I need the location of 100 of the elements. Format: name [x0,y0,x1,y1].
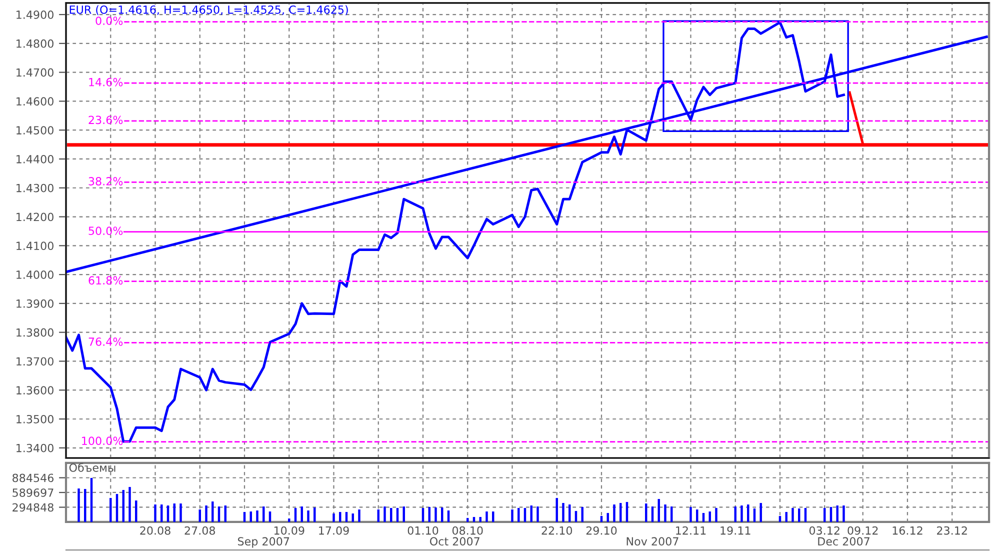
bar [842,505,845,522]
bar [173,503,176,522]
x-tick-label: 10.09 [274,526,304,535]
ref-line-label: 100.0% [82,436,123,446]
bar [581,506,584,522]
bar [530,505,532,522]
bar [613,504,616,522]
bar [518,508,520,522]
y-tick-label: 1.3500 [16,414,54,424]
bar [670,506,673,522]
bar [256,510,258,522]
bar [135,500,138,522]
x2-tick-label: Oct 2007 [430,537,480,546]
bar [486,511,488,522]
bar [428,506,430,522]
bar [785,512,788,522]
y-tick-label: 1.3900 [16,299,54,308]
bar [556,498,558,522]
bar [402,506,405,522]
y-tick-label: 1.4900 [16,10,54,19]
bar [479,516,482,522]
bar [746,504,750,522]
bar [110,498,112,522]
bar [314,507,316,522]
bar [760,502,762,522]
bar [154,504,156,522]
bar [690,506,692,522]
bar [511,509,514,522]
y-tick-label: 1.4400 [16,154,54,164]
bar [422,508,424,522]
bar [390,508,392,522]
bar [90,478,93,522]
bar [122,490,124,522]
bar [218,506,220,522]
y-tick-label: 294848 [12,503,54,512]
x-tick-label: 20.08 [140,526,170,535]
bar [224,505,226,522]
y-tick-label: 1.4700 [16,68,54,77]
y-tick-label: 1.4600 [16,97,54,106]
bar [823,508,826,522]
y-tick-label: 589697 [12,488,54,497]
bar [536,506,539,522]
x2-tick-label: Dec 2007 [818,537,870,546]
x-tick-label: 03.12 [809,526,840,535]
bar [574,510,578,522]
bar [160,504,163,522]
ref-line-label: 61.8% [88,276,123,285]
bar [434,507,437,522]
chart-title: Объемы [69,463,116,472]
bar [262,506,265,522]
x-tick-label: 08.10 [452,526,483,535]
bar [715,508,718,522]
y-tick-label: 1.4500 [16,126,54,134]
ref-line-label: 23.6% [88,116,123,124]
ref-line-label: 38.2% [88,177,123,186]
bar [441,507,444,522]
ref-line-label: 0.0% [96,16,123,25]
bar [644,503,648,522]
bar [339,512,342,522]
bar [740,505,743,522]
bar [658,498,660,522]
bar [166,505,170,522]
x-tick-label: 27.08 [184,526,216,535]
ref-line-label: 50.0% [88,226,123,236]
y-tick-label: 1.3600 [16,386,54,394]
bar [702,512,705,522]
bar [78,488,80,522]
bar [734,506,736,522]
bar [243,512,246,522]
x-tick-label: 01.10 [408,526,438,535]
y-tick-label: 1.4200 [16,212,54,222]
bar [205,505,208,522]
bar [358,509,360,522]
bar [345,512,348,522]
x2-tick-label: Sep 2007 [238,537,290,548]
y-tick-label: 1.4000 [16,270,54,279]
bar [294,508,297,522]
bar [804,508,807,522]
bar [307,510,310,522]
bar [288,518,290,522]
bar [830,506,832,522]
x-tick-label: 17.09 [319,526,349,535]
x-tick-label: 16.12 [892,526,922,535]
bar [664,504,666,522]
x-tick-label: 23.12 [937,526,967,535]
y-tick-label: 1.4100 [16,242,54,250]
bar [524,508,526,522]
x-tick-label: 22.10 [542,526,572,535]
bar [396,508,399,522]
bar [562,502,564,522]
bar [651,506,654,522]
y-tick-label: 1.4300 [16,184,54,192]
y-tick-label: 884546 [12,474,54,482]
bar [836,505,838,522]
bar [753,508,756,522]
bar [300,506,303,522]
bar [384,506,386,522]
bar [798,508,800,522]
ref-line-label: 76.4% [88,338,123,346]
bar [332,513,335,522]
